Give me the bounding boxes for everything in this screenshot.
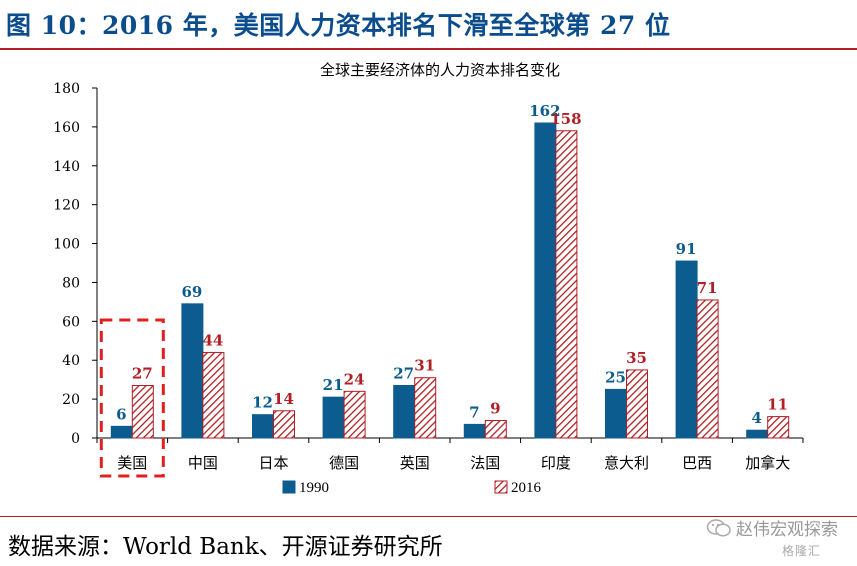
bar-2016 [484, 420, 507, 439]
bar-1990 [252, 414, 274, 439]
legend-swatch-2016 [494, 480, 508, 494]
x-category-label: 日本 [258, 454, 288, 472]
legend-label-2016: 2016 [511, 480, 542, 496]
data-label-2016: 27 [132, 365, 153, 383]
y-tick-label: 160 [53, 120, 80, 136]
watermark-sub: 格隆汇 [782, 544, 822, 558]
y-tick-label: 20 [62, 392, 80, 408]
watermark: 赵伟宏观探索 [706, 515, 838, 540]
bar-1990 [605, 388, 627, 439]
y-tick-label: 60 [62, 314, 80, 330]
data-label-1990: 7 [469, 403, 479, 421]
x-category-label: 法国 [470, 454, 500, 472]
data-label-2016: 35 [626, 349, 647, 367]
bar-1990 [181, 303, 204, 439]
data-label-1990: 25 [605, 368, 626, 386]
y-tick-label: 180 [53, 81, 80, 97]
y-tick-label: 120 [53, 198, 80, 214]
bar-1990 [463, 423, 486, 439]
x-category-label: 德国 [329, 454, 359, 472]
data-label-2016: 9 [490, 400, 500, 418]
data-label-2016: 31 [414, 357, 435, 375]
bar-2016 [343, 390, 366, 439]
y-tick-label: 80 [62, 275, 80, 291]
chart-title: 全球主要经济体的人力资本排名变化 [320, 61, 560, 79]
bar-2016 [414, 377, 437, 439]
data-label-1990: 69 [181, 283, 202, 301]
data-label-2016: 158 [550, 110, 581, 128]
data-label-1990: 21 [323, 376, 344, 394]
bar-2016 [767, 416, 790, 439]
x-category-label: 中国 [188, 454, 218, 472]
x-category-label: 加拿大 [745, 454, 790, 472]
x-category-label: 巴西 [682, 454, 712, 472]
bar-chart: 全球主要经济体的人力资本排名变化 0 20 40 60 80 100 120 140 160 18… [53, 61, 804, 496]
y-tick-label: 100 [53, 237, 80, 253]
x-category-label: 英国 [400, 454, 430, 472]
bar-2016 [696, 299, 719, 439]
bar-1990 [322, 396, 345, 439]
data-source: 数据来源：World Bank、开源证券研究所 [8, 534, 443, 560]
data-label-1990: 4 [751, 409, 761, 427]
data-label-1990: 162 [529, 102, 560, 120]
data-label-1990: 12 [252, 394, 273, 412]
data-label-1990: 27 [393, 365, 414, 383]
data-label-2016: 14 [273, 390, 294, 408]
wechat-icon [706, 518, 731, 537]
figure-title: 图 10：2016 年，美国人力资本排名下滑至全球第 27 位 [6, 11, 671, 40]
bar-2016 [131, 385, 154, 439]
x-category-label: 印度 [541, 454, 571, 472]
legend-swatch-1990 [282, 480, 296, 494]
data-label-2016: 24 [344, 370, 365, 388]
data-label-2016: 11 [767, 396, 788, 414]
data-label-2016: 44 [202, 331, 223, 349]
bar-1990 [675, 260, 698, 439]
footer-divider [0, 516, 857, 517]
bar-1990 [110, 425, 133, 439]
bar-2016 [202, 351, 225, 439]
x-category-label: 意大利 [604, 454, 649, 472]
legend-label-1990: 1990 [299, 480, 329, 496]
y-tick-label: 140 [53, 159, 80, 175]
x-category-label: 美国 [117, 454, 147, 472]
y-tick-label: 0 [71, 431, 80, 447]
bar-2016 [626, 369, 648, 439]
data-label-2016: 71 [697, 279, 718, 297]
header-divider [0, 48, 857, 50]
data-label-1990: 91 [676, 240, 697, 258]
y-tick-label: 40 [62, 353, 80, 369]
bar-1990 [393, 385, 416, 439]
bar-1990 [746, 429, 769, 439]
bar-2016 [273, 410, 295, 439]
watermark-text: 赵伟宏观探索 [736, 520, 838, 540]
bar-2016 [555, 130, 578, 439]
bar-1990 [534, 122, 557, 439]
data-label-1990: 6 [116, 405, 126, 423]
figure-header: 图 10：2016 年，美国人力资本排名下滑至全球第 27 位 [0, 0, 857, 48]
